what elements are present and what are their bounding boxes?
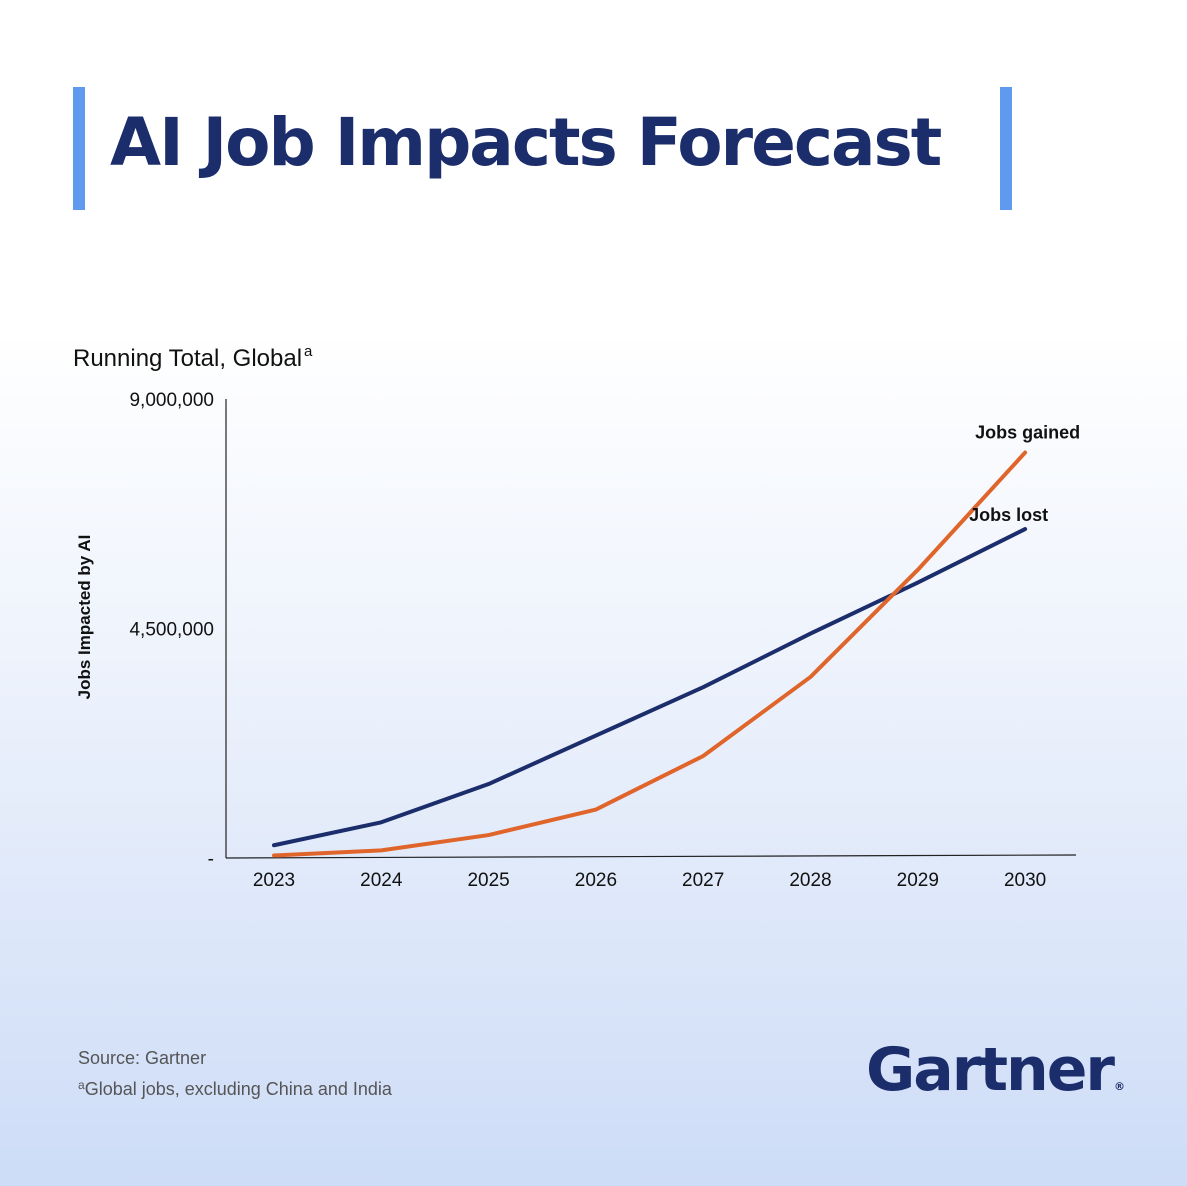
- x-tick-label: 2025: [467, 870, 509, 891]
- footnote-a: aGlobal jobs, excluding China and India: [78, 1072, 392, 1103]
- x-tick-label: 2027: [682, 870, 724, 891]
- x-axis-ticks: 2023 2024 2025 2026 2027 2028 2029 2030: [253, 870, 1046, 891]
- subtitle-footnote-marker: a: [304, 343, 313, 360]
- x-tick-label: 2028: [789, 870, 831, 891]
- page-title: AI Job Impacts Forecast: [110, 104, 942, 181]
- y-axis-ticks: - 4,500,000 9,000,000: [129, 390, 214, 870]
- title-accent-bar-right: [1000, 87, 1012, 210]
- footnote-text: Global jobs, excluding China and India: [84, 1079, 392, 1099]
- x-tick-label: 2024: [360, 870, 403, 891]
- y-axis-label: Jobs Impacted by AI: [75, 535, 94, 700]
- chart-subtitle-text: Running Total, Global: [73, 345, 303, 372]
- gartner-logo: Gartner®: [866, 1035, 1125, 1122]
- y-tick-label: -: [208, 849, 214, 870]
- series-lines: [272, 450, 1028, 858]
- title-accent-bar-left: [73, 87, 85, 210]
- x-tick-label: 2023: [253, 870, 295, 891]
- series-line-jobs-lost: [272, 527, 1028, 848]
- series-line-jobs-gained: [272, 450, 1028, 858]
- series-label-jobs-gained: Jobs gained: [975, 423, 1080, 443]
- x-tick-label: 2029: [897, 870, 939, 891]
- x-tick-label: 2026: [575, 870, 617, 891]
- source-note: Source: Gartner: [78, 1048, 207, 1068]
- y-tick-label: 4,500,000: [129, 620, 214, 641]
- footnote-marker: a: [78, 1078, 85, 1092]
- x-axis-line: [225, 854, 1077, 859]
- series-labels: Jobs lost Jobs gained: [969, 423, 1080, 526]
- registered-mark: ®: [1114, 1080, 1126, 1093]
- x-tick-label: 2030: [1004, 870, 1046, 891]
- y-tick-label: 9,000,000: [129, 390, 214, 411]
- chart-subtitle: Running Total, Global a: [73, 343, 312, 373]
- chart-axes: [225, 399, 1077, 859]
- series-label-jobs-lost: Jobs lost: [969, 505, 1048, 525]
- logo-text: Gartner: [866, 1035, 1115, 1105]
- footnotes: Source: Gartner aGlobal jobs, excluding …: [78, 1045, 392, 1103]
